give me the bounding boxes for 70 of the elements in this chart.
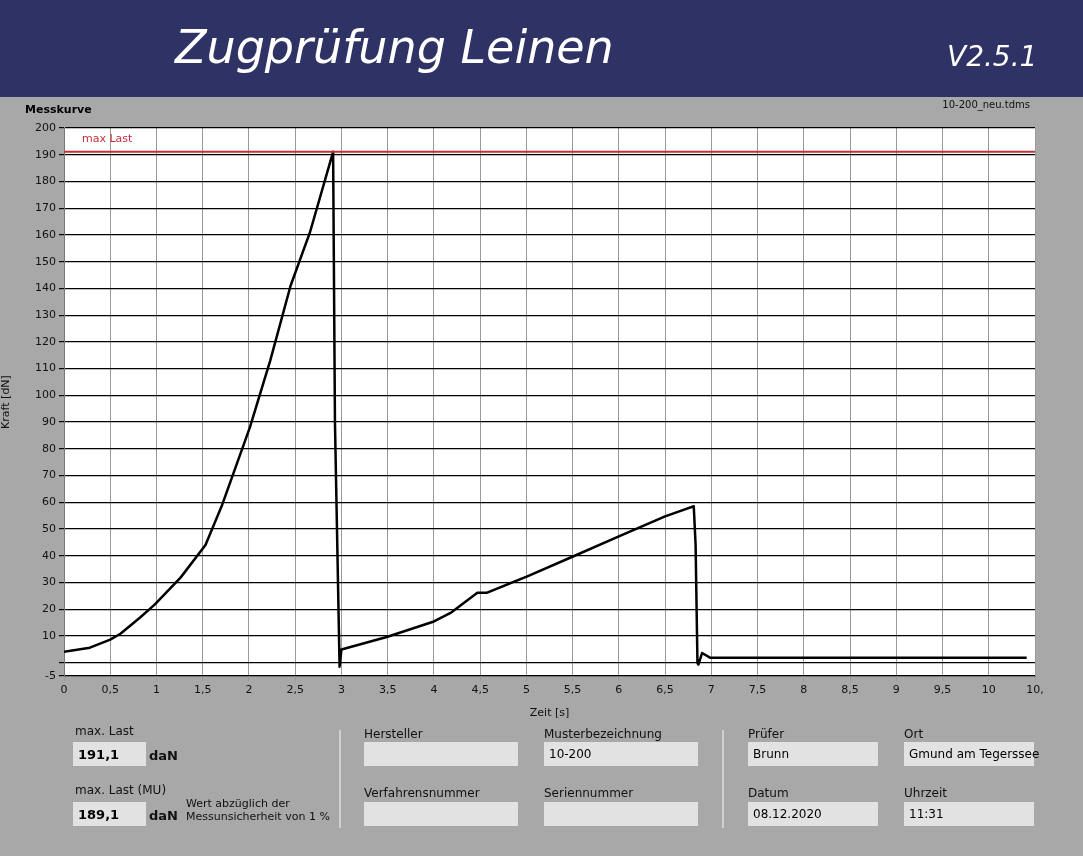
text: Verfahrensnummer <box>364 786 480 800</box>
y-tick-label: 60 <box>42 495 56 509</box>
text: Brunn <box>748 742 878 766</box>
text: Wert abzüglich der Messunsicherheit von 1 % <box>186 797 331 823</box>
y-tick-label: 90 <box>42 414 56 428</box>
x-tick-label: 5,5 <box>563 683 582 697</box>
x-tick-label: 5 <box>522 683 530 697</box>
x-tick-label: 10 <box>981 683 996 697</box>
x-tick-label: 2,5 <box>286 683 304 697</box>
x-tick-label: 7 <box>707 683 715 697</box>
y-tick-label: 120 <box>35 334 56 348</box>
x-tick-label: 9 <box>892 683 900 697</box>
y-tick-label: 40 <box>42 548 56 562</box>
x-tick-label: 8,5 <box>841 683 859 697</box>
text: 10-200_neu.tdms <box>942 99 1030 110</box>
x-tick-label: 3,5 <box>378 683 397 697</box>
y-tick-label: 180 <box>35 174 56 188</box>
text: 11:31 <box>904 802 1034 826</box>
y-tick-label: 30 <box>42 575 56 589</box>
text: 10-200 <box>544 742 698 766</box>
y-tick-label: 50 <box>42 521 56 535</box>
text: Ort <box>904 727 924 741</box>
y-tick-label: 70 <box>42 468 56 482</box>
y-tick-label: 110 <box>35 361 56 375</box>
x-tick-label: 8 <box>800 683 808 697</box>
x-tick-label: 4 <box>430 683 438 697</box>
x-tick-label: 4,5 <box>471 683 489 697</box>
x-tick-label: 0,5 <box>101 683 119 697</box>
text: Gmund am Tegerssee <box>908 746 1040 763</box>
text: 191,1 <box>73 742 146 766</box>
text: daN <box>149 808 178 823</box>
y-tick-label: 200 <box>35 120 56 134</box>
text: 08.12.2020 <box>748 802 878 826</box>
x-tick-label: 10, <box>1026 683 1044 697</box>
chart-subtitle: Messkurve <box>25 103 92 116</box>
x-tick-label: 6,5 <box>656 683 674 697</box>
text: V2.5.1 <box>947 40 1038 73</box>
y-tick-label: 20 <box>42 602 56 616</box>
x-tick-label: 3 <box>337 683 345 697</box>
text: daN <box>149 748 178 763</box>
text: max. Last <box>75 724 134 738</box>
y-tick-label: 160 <box>35 227 56 241</box>
text: Musterbezeichnung <box>544 727 662 741</box>
y-tick-label: 190 <box>35 147 56 161</box>
y-tick-label: 150 <box>35 254 56 268</box>
y-tick-label: 130 <box>35 307 56 321</box>
y-tick-label: 140 <box>35 281 56 295</box>
x-axis-title: Zeit [s] <box>529 706 570 720</box>
x-tick-label: 9,5 <box>933 683 952 697</box>
x-tick-label: 7,5 <box>748 683 767 697</box>
y-tick-label: 10 <box>42 628 56 642</box>
text: max. Last (MU) <box>75 783 167 797</box>
text: Seriennummer <box>544 786 634 800</box>
x-tick-label: 1,5 <box>193 683 212 697</box>
x-tick-label: 1 <box>152 683 160 697</box>
y-tick-label: 80 <box>42 441 56 455</box>
text: Hersteller <box>364 727 423 741</box>
y-tick-label: 100 <box>35 388 56 402</box>
y-tick-label: 170 <box>35 201 56 215</box>
text: Datum <box>748 786 789 800</box>
y-axis-title: Kraft [dN] <box>0 375 13 429</box>
text: 189,1 <box>73 802 146 826</box>
y-tick-label: -5 <box>45 668 56 682</box>
x-tick-label: 2 <box>245 683 253 697</box>
x-tick-label: 0 <box>60 683 68 697</box>
text: Uhrzeit <box>904 786 948 800</box>
text: Prüfer <box>748 727 785 741</box>
chart-title: Zugprüfung Leinen <box>175 20 614 74</box>
ref-line-label: max Last <box>82 132 134 146</box>
x-tick-label: 6 <box>615 683 623 697</box>
